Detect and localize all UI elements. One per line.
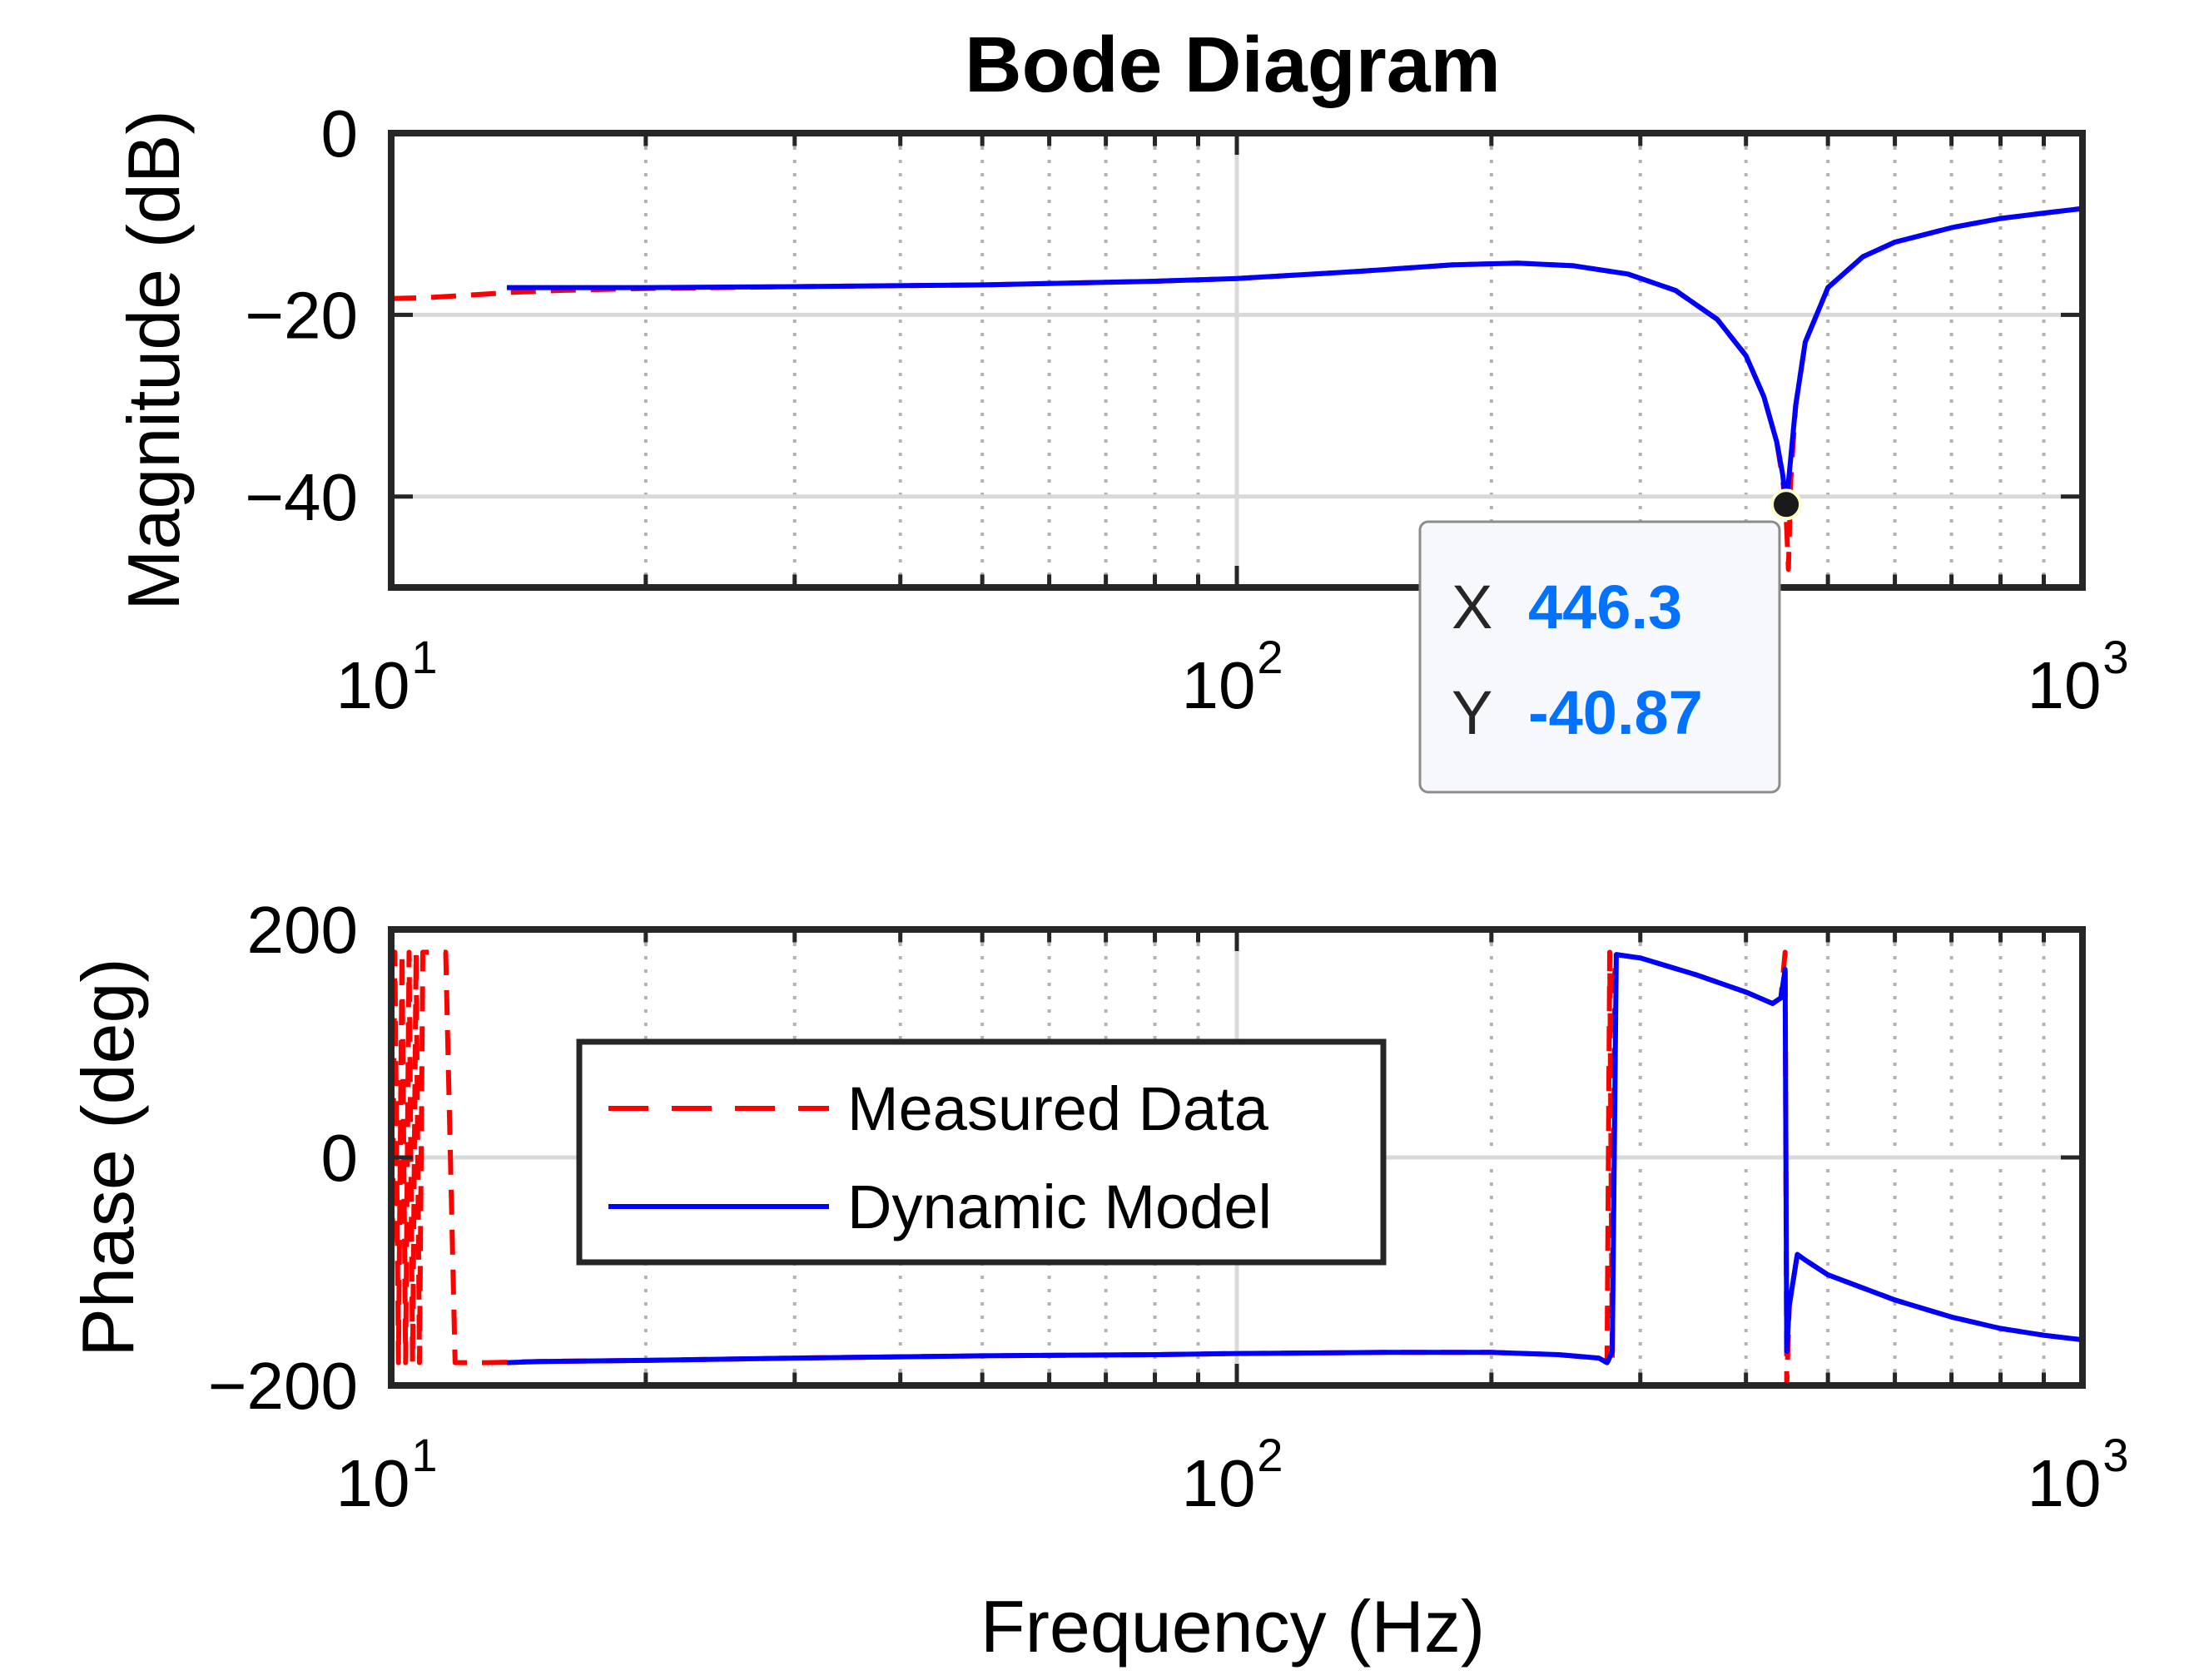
x-tick-label: 10 xyxy=(2028,648,2102,722)
legend: Measured Data Dynamic Model xyxy=(576,1038,1387,1266)
y-tick-label: 0 xyxy=(321,1121,359,1195)
legend-label: Measured Data xyxy=(847,1074,1269,1143)
x-tick-exponent: 3 xyxy=(2102,1429,2128,1481)
x-tick-label: 10 xyxy=(336,1446,410,1520)
y-axis-label: Phase (deg) xyxy=(67,958,149,1356)
x-tick-exponent: 1 xyxy=(411,1429,437,1481)
y-axis-label: Magnitude (dB) xyxy=(112,110,195,611)
y-tick-label: −40 xyxy=(245,460,358,534)
x-tick-exponent: 3 xyxy=(2102,631,2128,683)
dynamic-model-line xyxy=(506,206,2082,508)
datatip-x-key: X xyxy=(1452,572,1492,642)
x-tick-label: 10 xyxy=(336,648,410,722)
x-tick-label: 10 xyxy=(1182,648,1256,722)
chart-title: Bode Diagram xyxy=(965,21,1501,109)
x-tick-exponent: 1 xyxy=(411,631,437,683)
datatip-box xyxy=(1418,520,1781,794)
datatip-x-value: 446.3 xyxy=(1528,572,1682,642)
datatip-y-key: Y xyxy=(1452,678,1492,747)
y-tick-label: −200 xyxy=(208,1349,358,1423)
y-tick-label: 0 xyxy=(321,97,359,171)
legend-label: Dynamic Model xyxy=(847,1172,1272,1241)
x-tick-label: 10 xyxy=(1182,1446,1256,1520)
y-tick-label: 200 xyxy=(247,893,358,967)
x-tick-label: 10 xyxy=(2028,1446,2102,1520)
dynamic-model-line xyxy=(506,952,2082,1365)
x-tick-exponent: 2 xyxy=(1257,631,1283,683)
x-tick-exponent: 2 xyxy=(1257,1429,1283,1481)
legend-box xyxy=(576,1038,1387,1266)
x-axis-label: Frequency (Hz) xyxy=(980,1585,1485,1668)
datatip-y-value: -40.87 xyxy=(1528,678,1703,747)
y-tick-label: −20 xyxy=(245,278,358,352)
datatip-marker xyxy=(1770,488,1803,521)
